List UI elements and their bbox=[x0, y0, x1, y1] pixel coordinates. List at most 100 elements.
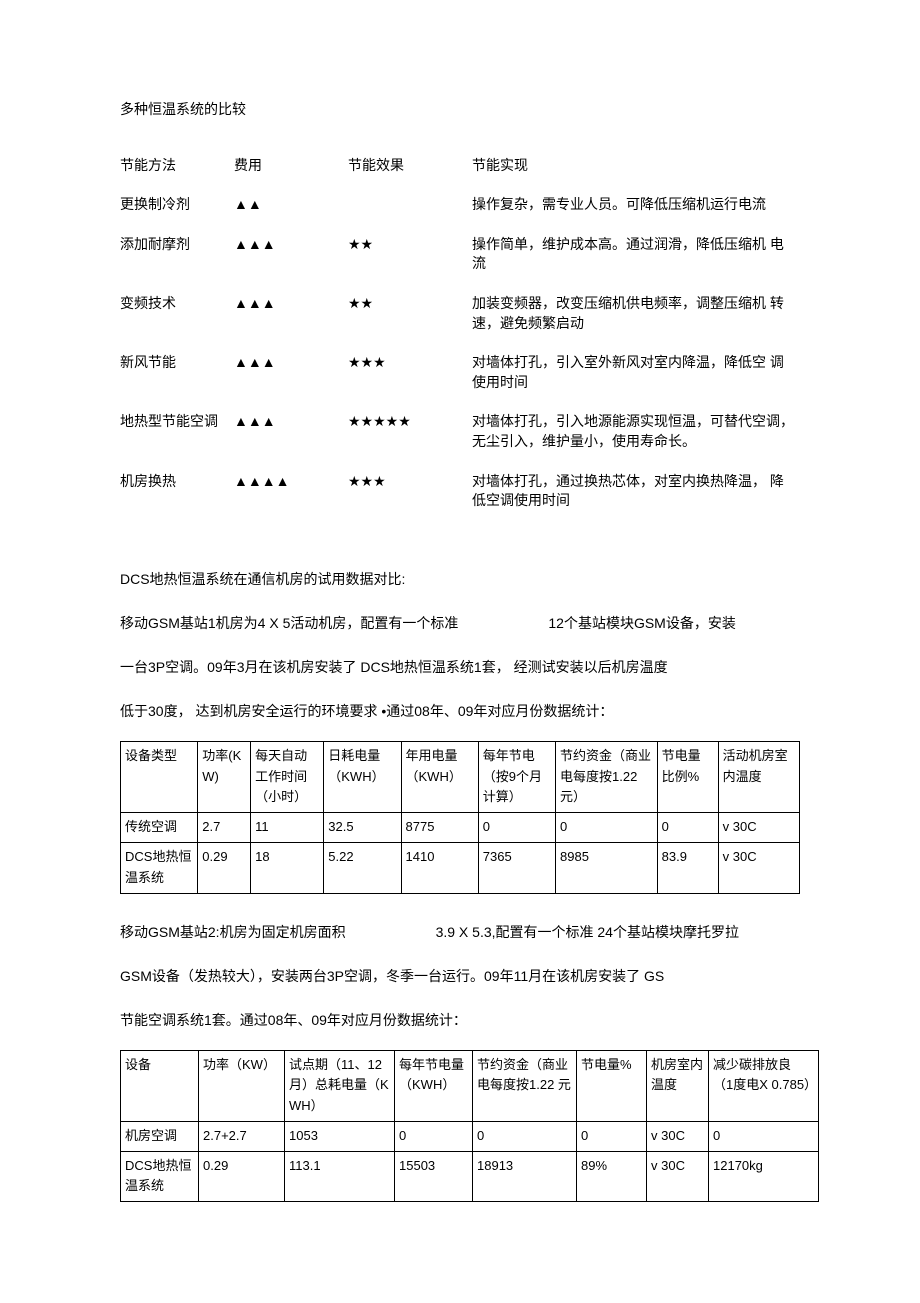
method-name: 更换制冷剂 bbox=[120, 189, 234, 229]
method-cost: ▲▲ bbox=[234, 189, 348, 229]
text-fragment: 移动GSM基站2:机房为固定机房面积 bbox=[120, 924, 346, 940]
table-cell: v 30C bbox=[718, 813, 799, 843]
method-cost: ▲▲▲ bbox=[234, 288, 348, 347]
table-header-cell: 设备类型 bbox=[121, 741, 198, 812]
table-header-cell: 节约资金（商业电每度按1.22 元） bbox=[556, 741, 658, 812]
table-cell: 0 bbox=[657, 813, 718, 843]
text-fragment: 移动GSM基站1机房为4 X 5活动机房，配置有一个标准 bbox=[120, 615, 458, 631]
table-header-cell: 活动机房室内温度 bbox=[718, 741, 799, 812]
table-cell: v 30C bbox=[718, 842, 799, 893]
methods-row: 地热型节能空调 ▲▲▲ ★★★★★ 对墙体打孔，引入地源能源实现恒温，可替代空调… bbox=[120, 406, 800, 465]
table-cell: 0 bbox=[556, 813, 658, 843]
body-paragraph: 一台3P空调。09年3月在该机房安装了 DCS地热恒温系统1套， 经测试安装以后… bbox=[120, 653, 800, 681]
body-paragraph: 节能空调系统1套。通过08年、09年对应月份数据统计： bbox=[120, 1006, 800, 1034]
table-cell: 5.22 bbox=[324, 842, 401, 893]
method-name: 变频技术 bbox=[120, 288, 234, 347]
table-cell: 89% bbox=[577, 1151, 647, 1202]
table-cell: DCS地热恒温系统 bbox=[121, 842, 198, 893]
methods-header-effect: 节能效果 bbox=[348, 150, 472, 190]
method-cost: ▲▲▲▲ bbox=[234, 466, 348, 525]
methods-header-desc: 节能实现 bbox=[472, 150, 800, 190]
method-desc: 对墙体打孔，通过换热芯体，对室内换热降温， 降低空调使用时间 bbox=[472, 466, 800, 525]
methods-row: 新风节能 ▲▲▲ ★★★ 对墙体打孔，引入室外新风对室内降温，降低空 调使用时间 bbox=[120, 347, 800, 406]
table-header-cell: 每天自动工作时间（小时） bbox=[251, 741, 324, 812]
table-header-cell: 功率(KW) bbox=[198, 741, 251, 812]
table-cell: DCS地热恒温系统 bbox=[121, 1151, 199, 1202]
table-cell: 7365 bbox=[478, 842, 555, 893]
method-effect: ★★ bbox=[348, 229, 472, 288]
method-desc: 对墙体打孔，引入室外新风对室内降温，降低空 调使用时间 bbox=[472, 347, 800, 406]
method-cost: ▲▲▲ bbox=[234, 406, 348, 465]
body-paragraph: GSM设备（发热较大），安装两台3P空调，冬季一台运行。09年11月在该机房安装… bbox=[120, 962, 800, 990]
method-cost: ▲▲▲ bbox=[234, 347, 348, 406]
method-desc: 加装变频器，改变压缩机供电频率，调整压缩机 转速，避免频繁启动 bbox=[472, 288, 800, 347]
table-row: DCS地热恒温系统0.29185.2214107365898583.9v 30C bbox=[121, 842, 800, 893]
table-cell: 8985 bbox=[556, 842, 658, 893]
methods-header-method: 节能方法 bbox=[120, 150, 234, 190]
table-row: 机房空调2.7+2.71053000v 30C0 bbox=[121, 1121, 819, 1151]
table-header-cell: 试点期（11、12 月）总耗电量（KWH） bbox=[285, 1050, 395, 1121]
body-paragraph: 移动GSM基站1机房为4 X 5活动机房，配置有一个标准 12个基站模块GSM设备… bbox=[120, 609, 800, 637]
table-cell: 32.5 bbox=[324, 813, 401, 843]
table-header-row: 设备功率（KW）试点期（11、12 月）总耗电量（KWH）每年节电量（KWH）节… bbox=[121, 1050, 819, 1121]
table-cell: 0 bbox=[473, 1121, 577, 1151]
table-header-cell: 节约资金（商业电每度按1.22 元 bbox=[473, 1050, 577, 1121]
table-header-cell: 每年节电（按9个月计算） bbox=[478, 741, 555, 812]
methods-row: 添加耐摩剂 ▲▲▲ ★★ 操作简单，维护成本高。通过润滑，降低压缩机 电流 bbox=[120, 229, 800, 288]
table-cell: 0 bbox=[577, 1121, 647, 1151]
method-desc: 对墙体打孔，引入地源能源实现恒温，可替代空调，无尘引入，维护量小，使用寿命长。 bbox=[472, 406, 800, 465]
method-effect: ★★★ bbox=[348, 347, 472, 406]
table-row: 传统空调2.71132.58775000v 30C bbox=[121, 813, 800, 843]
table-cell: 12170kg bbox=[709, 1151, 819, 1202]
table-cell: 2.7 bbox=[198, 813, 251, 843]
table-cell: 2.7+2.7 bbox=[199, 1121, 285, 1151]
method-cost: ▲▲▲ bbox=[234, 229, 348, 288]
page-title: 多种恒温系统的比较 bbox=[120, 100, 800, 120]
intro-paragraph: DCS地热恒温系统在通信机房的试用数据对比: bbox=[120, 565, 800, 593]
table-cell: 18913 bbox=[473, 1151, 577, 1202]
table-header-cell: 日耗电量（KWH） bbox=[324, 741, 401, 812]
table-cell: 0.29 bbox=[198, 842, 251, 893]
method-name: 添加耐摩剂 bbox=[120, 229, 234, 288]
table-header-cell: 设备 bbox=[121, 1050, 199, 1121]
table-header-cell: 节电量比例% bbox=[657, 741, 718, 812]
method-effect: ★★ bbox=[348, 288, 472, 347]
method-effect bbox=[348, 189, 472, 229]
table-header-cell: 节电量% bbox=[577, 1050, 647, 1121]
body-paragraph: 移动GSM基站2:机房为固定机房面积3.9 X 5.3,配置有一个标准 24个基… bbox=[120, 918, 800, 946]
methods-row: 更换制冷剂 ▲▲ 操作复杂，需专业人员。可降低压缩机运行电流 bbox=[120, 189, 800, 229]
table-cell: 0 bbox=[709, 1121, 819, 1151]
table-cell: 0 bbox=[478, 813, 555, 843]
table-header-cell: 减少碳排放良 （1度电X 0.785） bbox=[709, 1050, 819, 1121]
table-cell: 18 bbox=[251, 842, 324, 893]
table-cell: 11 bbox=[251, 813, 324, 843]
table-header-cell: 年用电量（KWH） bbox=[401, 741, 478, 812]
method-desc: 操作简单，维护成本高。通过润滑，降低压缩机 电流 bbox=[472, 229, 800, 288]
table-cell: 1410 bbox=[401, 842, 478, 893]
methods-table: 节能方法 费用 节能效果 节能实现 更换制冷剂 ▲▲ 操作复杂，需专业人员。可降… bbox=[120, 150, 800, 525]
table-cell: v 30C bbox=[647, 1121, 709, 1151]
data-table-2: 设备功率（KW）试点期（11、12 月）总耗电量（KWH）每年节电量（KWH）节… bbox=[120, 1050, 819, 1203]
table-cell: 机房空调 bbox=[121, 1121, 199, 1151]
table-header-row: 设备类型功率(KW)每天自动工作时间（小时）日耗电量（KWH）年用电量（KWH）… bbox=[121, 741, 800, 812]
table-cell: 8775 bbox=[401, 813, 478, 843]
table-cell: 1053 bbox=[285, 1121, 395, 1151]
methods-header-row: 节能方法 费用 节能效果 节能实现 bbox=[120, 150, 800, 190]
method-name: 机房换热 bbox=[120, 466, 234, 525]
table-header-cell: 功率（KW） bbox=[199, 1050, 285, 1121]
table-header-cell: 每年节电量（KWH） bbox=[395, 1050, 473, 1121]
methods-row: 机房换热 ▲▲▲▲ ★★★ 对墙体打孔，通过换热芯体，对室内换热降温， 降低空调… bbox=[120, 466, 800, 525]
text-fragment: 12个基站模块GSM设备，安装 bbox=[548, 615, 735, 631]
methods-header-cost: 费用 bbox=[234, 150, 348, 190]
table-cell: 83.9 bbox=[657, 842, 718, 893]
table-cell: 15503 bbox=[395, 1151, 473, 1202]
table-cell: 传统空调 bbox=[121, 813, 198, 843]
table-cell: v 30C bbox=[647, 1151, 709, 1202]
table-cell: 0.29 bbox=[199, 1151, 285, 1202]
table-cell: 113.1 bbox=[285, 1151, 395, 1202]
body-paragraph: 低于30度， 达到机房安全运行的环境要求 •通过08年、09年对应月份数据统计： bbox=[120, 697, 800, 725]
method-effect: ★★★★★ bbox=[348, 406, 472, 465]
table-header-cell: 机房室内温度 bbox=[647, 1050, 709, 1121]
data-table-1: 设备类型功率(KW)每天自动工作时间（小时）日耗电量（KWH）年用电量（KWH）… bbox=[120, 741, 800, 894]
method-name: 地热型节能空调 bbox=[120, 406, 234, 465]
